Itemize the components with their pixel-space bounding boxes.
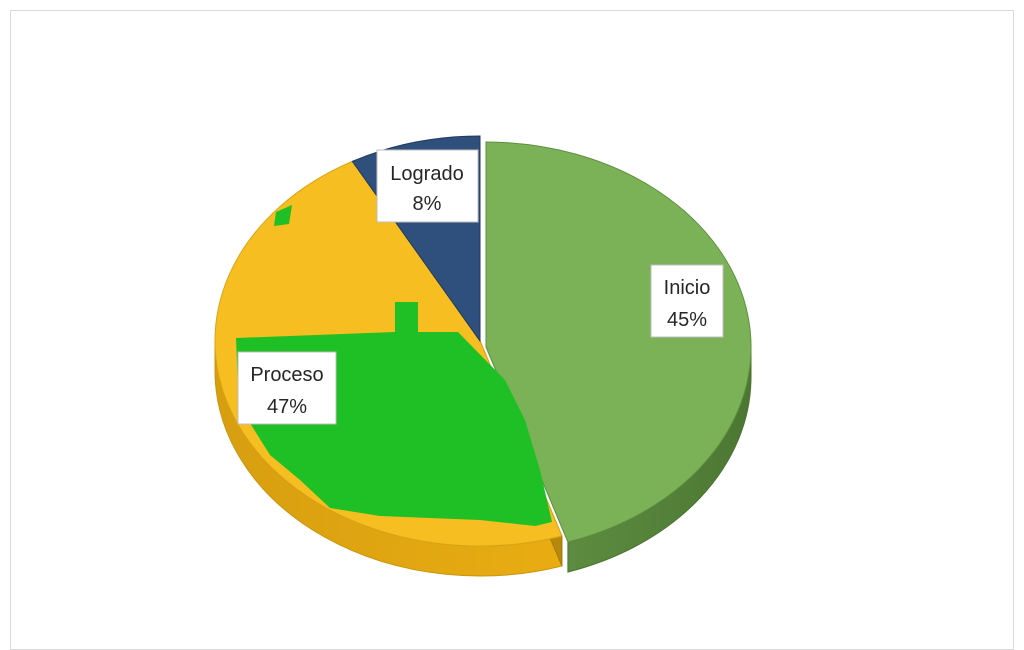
label-inicio-name: Inicio — [664, 277, 711, 299]
label-proceso: Proceso 47% — [237, 351, 337, 425]
label-proceso-value: 47% — [267, 396, 307, 418]
label-inicio-value: 45% — [667, 309, 707, 331]
data-labels: Logrado 8% Inicio 45% Proceso 47% — [237, 149, 724, 425]
proceso-texture-small — [274, 205, 292, 226]
label-logrado-name: Logrado — [390, 163, 463, 185]
slice-inicio — [485, 141, 752, 543]
label-logrado: Logrado 8% — [376, 149, 479, 223]
label-proceso-name: Proceso — [250, 364, 323, 386]
label-logrado-value: 8% — [413, 193, 442, 215]
label-inicio: Inicio 45% — [650, 264, 724, 338]
